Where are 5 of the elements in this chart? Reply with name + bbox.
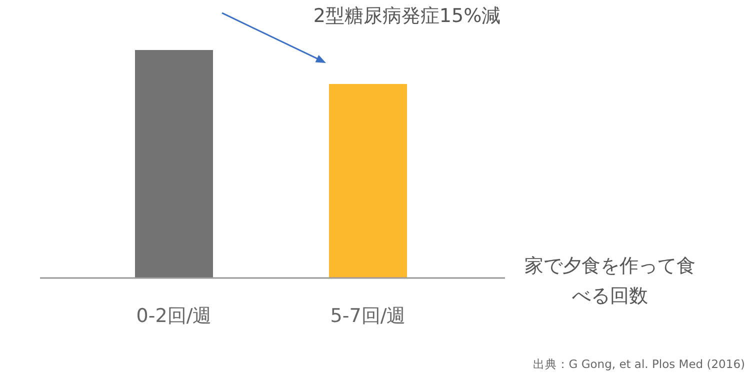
annotation: 2型糖尿病発症15%減 [313,5,501,27]
tick-label: 5-7回/週 [330,305,406,327]
xlabel: 家で夕食を作って食べる回数 [524,255,696,307]
annotation: 出典：G Gong, et al. Plos Med (2016) [532,357,745,371]
tick-label: 0-2回/週 [136,305,212,327]
